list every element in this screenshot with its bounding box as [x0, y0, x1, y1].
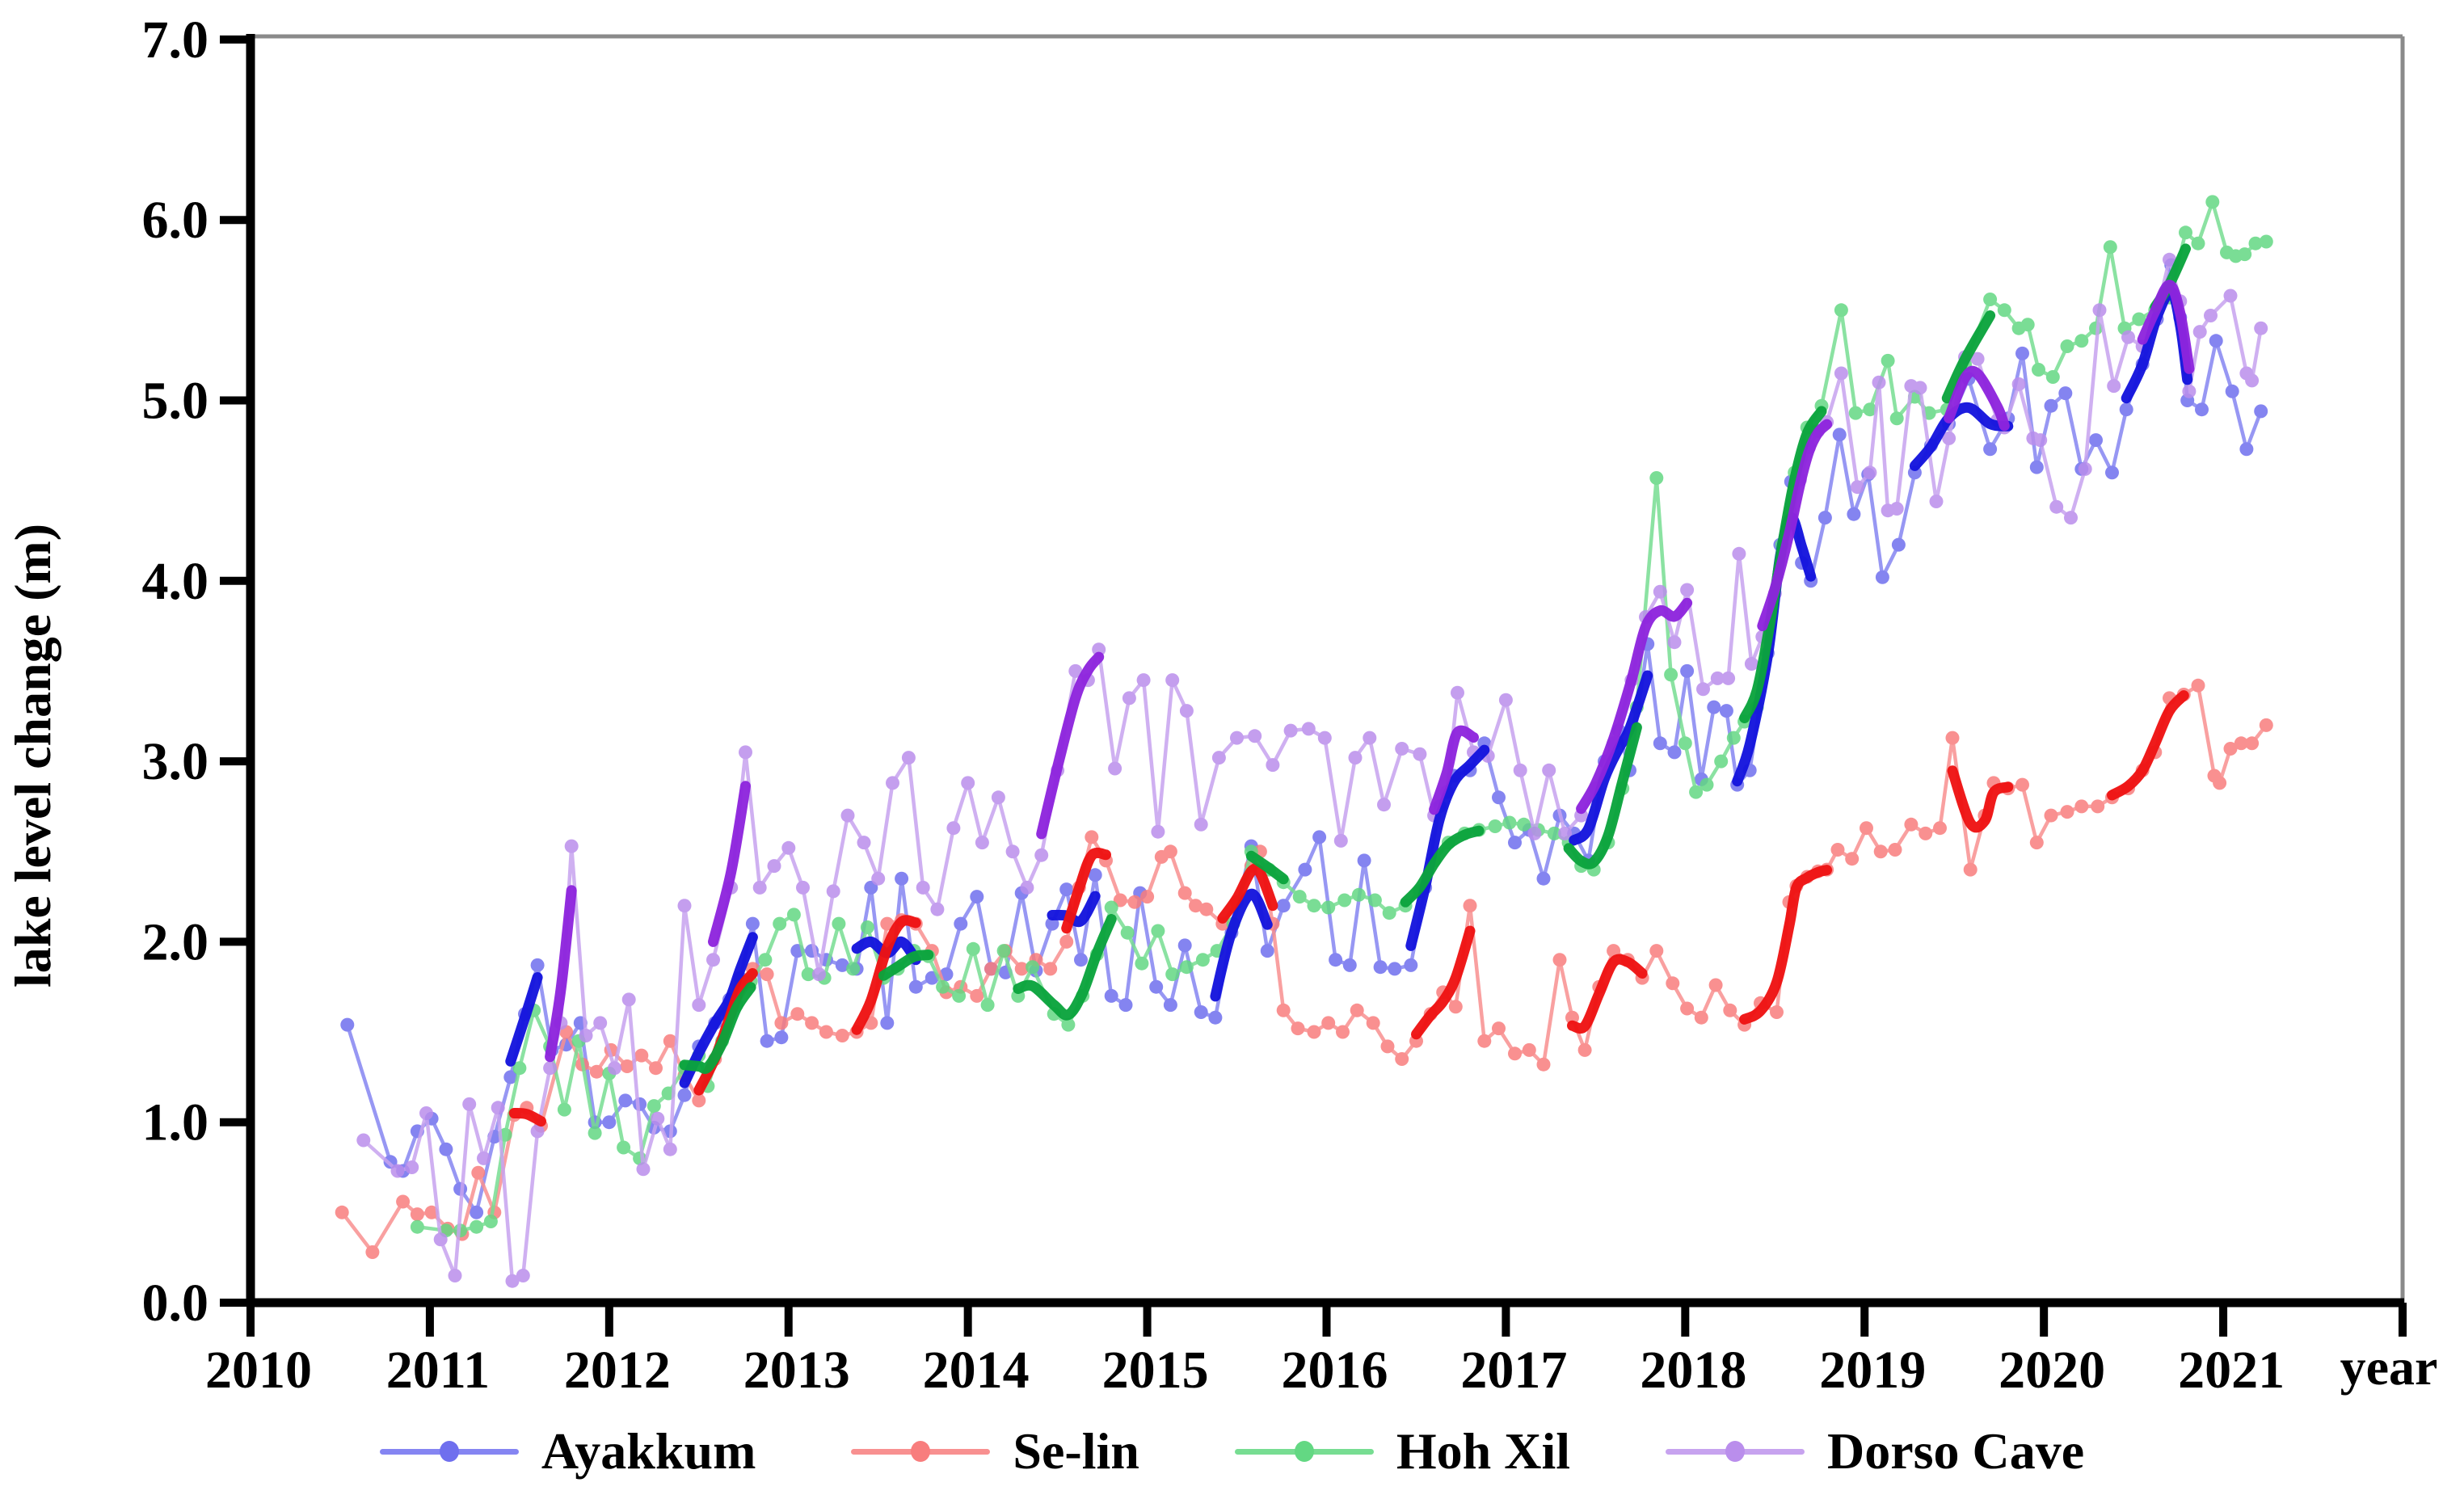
- series-line-se-lin: [335, 678, 2273, 1259]
- x-tick-label: 2013: [743, 1341, 850, 1400]
- plot-frame: [246, 34, 2405, 1308]
- legend-label: Ayakkum: [541, 1422, 756, 1480]
- series-bold-dorso-cave: [545, 280, 2195, 1063]
- x-tick-label: 2018: [1640, 1341, 1746, 1400]
- legend-line-sample: [379, 1441, 519, 1462]
- legend-line-sample: [1666, 1441, 1805, 1462]
- x-tick-label: 2012: [564, 1341, 671, 1400]
- y-tick-label: 3.0: [142, 732, 209, 791]
- y-tick-label: 6.0: [142, 191, 209, 250]
- legend-label: Se-lin: [1013, 1422, 1139, 1480]
- x-tick-label: 2020: [1999, 1341, 2105, 1400]
- y-tick-label: 4.0: [142, 552, 209, 611]
- x-axis-title: year: [2340, 1338, 2438, 1396]
- x-tick-label: 2010: [205, 1341, 312, 1400]
- legend-item-ayakkum: Ayakkum: [379, 1422, 756, 1480]
- y-tick-label: 7.0: [142, 11, 209, 69]
- legend-label: Hoh Xil: [1396, 1422, 1571, 1480]
- axis-ticks: 0.0 1.0 2.0 3.0 4.0 5.0 6.0 7.0 2010 2011 2012 2013…: [142, 11, 2407, 1400]
- x-tick-label: 2017: [1460, 1341, 1567, 1400]
- legend-marker-dot: [1294, 1441, 1314, 1462]
- legend-label: Dorso Cave: [1827, 1422, 2085, 1480]
- x-tick-label: 2011: [386, 1341, 490, 1400]
- legend-item-se-lin: Se-lin: [851, 1426, 1139, 1477]
- y-tick-label: 0.0: [142, 1274, 209, 1333]
- x-tick-label: 2021: [2178, 1341, 2285, 1400]
- x-tick-label: 2019: [1819, 1341, 1926, 1400]
- legend-item-dorso-cave: Dorso Cave: [1666, 1426, 2084, 1477]
- y-tick-label: 1.0: [142, 1093, 209, 1152]
- legend-marker-dot: [911, 1441, 931, 1462]
- legend-line-sample: [1234, 1441, 1374, 1462]
- y-tick-label: 2.0: [142, 912, 209, 971]
- series-line-ayakkum: [340, 258, 2268, 1219]
- legend-marker-dot: [1725, 1441, 1746, 1462]
- legend-line-sample: [851, 1441, 991, 1462]
- legend-marker-dot: [439, 1441, 459, 1462]
- series-line-dorso-cave: [356, 252, 2268, 1288]
- x-tick-label: 2015: [1102, 1341, 1209, 1400]
- plot-series: [335, 195, 2273, 1288]
- chart-legend: Ayakkum Se-lin Hoh Xil Dorso Cave: [0, 1408, 2464, 1495]
- y-axis-title: lake level change (m): [4, 524, 61, 988]
- x-tick-label: 2014: [923, 1341, 1030, 1400]
- x-tick-label: 2016: [1282, 1341, 1388, 1400]
- y-tick-label: 5.0: [142, 372, 209, 431]
- legend-item-hoh-xil: Hoh Xil: [1234, 1422, 1571, 1480]
